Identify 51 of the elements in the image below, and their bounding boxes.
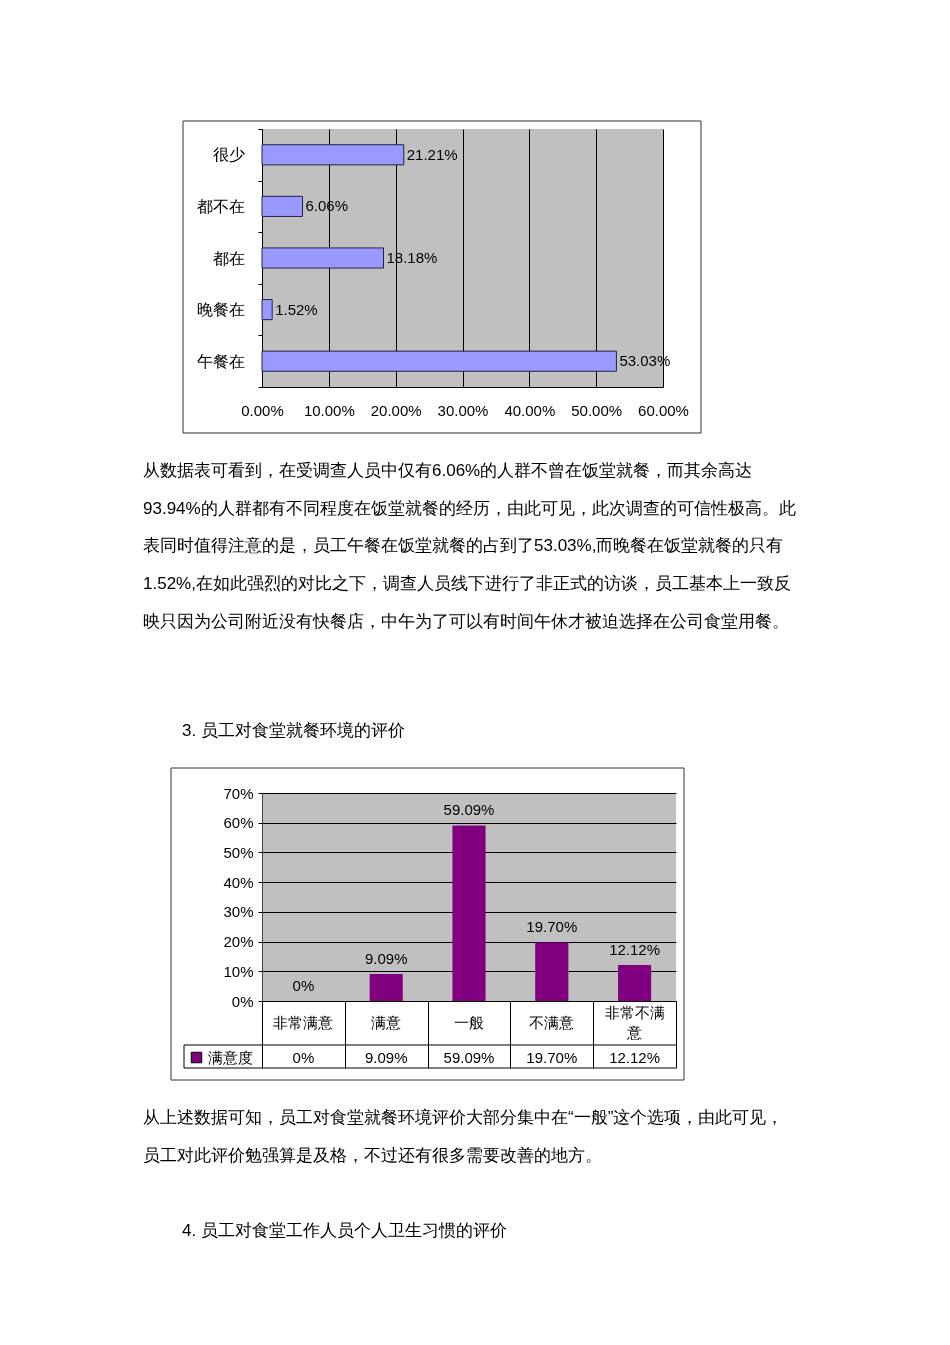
x-tick-label: 一般 — [454, 1014, 484, 1031]
text: 从数据表可看到，在受调查人员中仅有6.06%的人群不曾在饭堂就餐，而其余高达93.94%的人群都有不同程度在饭堂就餐的经历，由此可见，此次调查的可信性极高。此表同时值得注意的是，员工午餐在饭堂就餐的占到了53.03%,而晚餐在饭堂就餐的只有1.52%,在如此强烈的对比之下，调查人员线下进行了非正式的访谈，员工基本上一致反映只因为公司附近没有快餐店，中午为了可以有时间午休才被迫选择在公司食堂用餐。 — [143, 460, 796, 631]
x-tick-label: 20.00% — [370, 401, 422, 419]
bar — [261, 350, 617, 372]
data-label: 59.09% — [443, 1049, 495, 1066]
y-tick-label: 30% — [223, 903, 254, 921]
text: 19.70% — [526, 918, 578, 936]
y-tick-label: 晚餐在 — [196, 301, 245, 319]
data-label: 0% — [292, 1049, 315, 1066]
data-label: 19.70% — [526, 1049, 578, 1066]
y-tick-label: 都在 — [212, 249, 245, 267]
bar — [535, 942, 569, 1001]
bar — [369, 973, 403, 1001]
bar — [261, 144, 405, 166]
bar — [261, 299, 273, 321]
x-tick-label: 50.00% — [571, 401, 623, 419]
data-label: 1.52% — [275, 300, 318, 318]
text: 4. 员工对食堂工作人员个人卫生习惯的评价 — [182, 1221, 507, 1241]
x-tick-label: 60.00% — [638, 401, 689, 419]
x-tick-label: 40.00% — [504, 401, 556, 419]
y-tick-label: 70% — [223, 784, 254, 802]
x-tick-label: 非常满意 — [273, 1014, 334, 1031]
bar — [452, 825, 486, 1001]
x-tick-label: 非常不满意 — [604, 1004, 665, 1041]
legend-label: 满意度 — [208, 1048, 253, 1066]
text: 从上述数据可知，员工对食堂就餐环境评价大部分集中在“一般”这个选项，由此可见，员工对此评价勉强算是及格，不过还有很多需要改善的地方。 — [143, 1107, 784, 1165]
x-tick-label: 30.00% — [437, 401, 489, 419]
y-tick-label: 40% — [223, 873, 254, 891]
y-tick-label: 50% — [223, 843, 254, 861]
y-tick-label: 很少 — [212, 146, 245, 164]
data-label: 9.09% — [364, 1049, 408, 1066]
text: 59.09% — [443, 801, 495, 819]
y-tick-label: 都不在 — [196, 197, 245, 215]
text: 0% — [292, 977, 315, 994]
y-tick-label: 10% — [223, 962, 254, 980]
data-label: 12.12% — [609, 1049, 661, 1066]
y-tick-label: 60% — [223, 814, 254, 832]
y-tick-label: 午餐在 — [196, 352, 245, 370]
x-tick-label: 满意 — [371, 1014, 402, 1031]
chart-title: 3. 员工对食堂就餐环境的评价 — [182, 721, 405, 740]
data-label: 21.21% — [406, 145, 458, 163]
x-tick-label: 10.00% — [303, 401, 355, 419]
text: 12.12% — [609, 940, 661, 958]
bar — [618, 964, 652, 1001]
bar — [261, 195, 303, 217]
x-tick-label: 不满意 — [529, 1014, 575, 1031]
text: 9.09% — [364, 949, 408, 967]
bar — [261, 247, 384, 269]
y-tick-label: 0% — [231, 992, 254, 1010]
x-tick-label: 0.00% — [241, 401, 284, 419]
y-tick-label: 20% — [223, 933, 254, 951]
